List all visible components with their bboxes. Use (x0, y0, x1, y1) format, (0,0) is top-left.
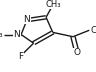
Text: CH₃: CH₃ (0, 30, 3, 39)
Text: F: F (19, 52, 24, 61)
Text: CH₃: CH₃ (45, 0, 61, 9)
Text: N: N (24, 15, 30, 24)
Text: Cl: Cl (90, 26, 96, 35)
Text: O: O (73, 48, 80, 57)
Text: N: N (13, 30, 20, 39)
